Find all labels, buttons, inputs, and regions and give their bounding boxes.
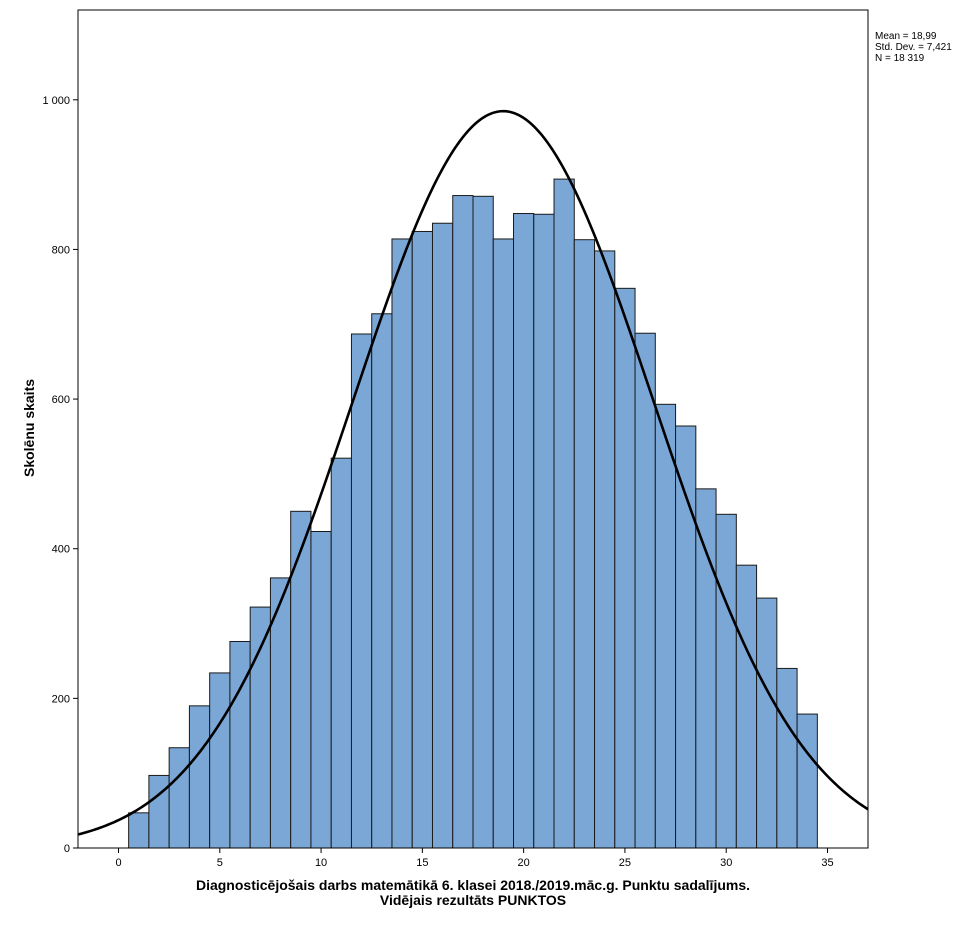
stats-box: Mean = 18,99 Std. Dev. = 7,421 N = 18 31…	[875, 31, 952, 64]
histogram-bar	[411, 230, 433, 849]
histogram-bar	[452, 195, 474, 849]
histogram-bar	[715, 513, 737, 849]
histogram-bar	[472, 195, 494, 849]
histogram-bar	[330, 457, 352, 849]
y-tick-label: 0	[64, 843, 70, 855]
plot-frame	[77, 9, 869, 849]
histogram-bar	[168, 747, 190, 849]
x-axis-title-line1: Diagnosticējošais darbs matemātikā 6. kl…	[196, 877, 750, 893]
histogram-bar	[675, 425, 697, 849]
histogram-bar	[391, 238, 413, 849]
histogram-bar	[209, 672, 231, 849]
x-tick-label: 0	[115, 857, 121, 869]
histogram-bar	[634, 332, 656, 849]
x-tick-label: 35	[821, 857, 833, 869]
x-tick-label: 15	[416, 857, 428, 869]
x-tick-label: 10	[315, 857, 327, 869]
x-tick-label: 20	[518, 857, 530, 869]
stats-mean: Mean = 18,99	[875, 31, 937, 42]
histogram-bar	[371, 313, 393, 849]
x-axis: 0 5 10 15 20 25 30 35	[115, 848, 834, 869]
y-tick-label: 1 000	[42, 95, 70, 107]
y-axis-title: Skolēnu skaits	[21, 379, 37, 477]
histogram-bar	[695, 488, 717, 849]
histogram-bar	[431, 222, 454, 849]
histogram-bar	[533, 213, 555, 849]
histogram-bar	[735, 564, 758, 849]
x-axis-title-line2: Vidējais rezultāts PUNKTOS	[380, 892, 566, 908]
x-tick-label: 30	[720, 857, 732, 869]
y-tick-label: 400	[52, 544, 70, 556]
histogram-bar	[594, 250, 616, 849]
histogram-bar	[513, 213, 535, 849]
y-tick-label: 600	[52, 394, 70, 406]
normal-curve	[77, 109, 869, 836]
y-tick-label: 200	[52, 693, 70, 705]
x-tick-label: 5	[217, 857, 223, 869]
histogram-bar	[756, 597, 778, 849]
histogram-bar	[310, 531, 332, 849]
histogram-bar	[350, 333, 373, 849]
histogram-bar	[796, 713, 818, 849]
y-axis: 0 200 400 600 800 1 000	[42, 95, 78, 855]
x-tick-label: 25	[619, 857, 631, 869]
y-tick-label: 800	[52, 244, 70, 256]
histogram-bar	[573, 239, 596, 849]
histogram-bars	[128, 178, 818, 849]
histogram-bar	[148, 774, 170, 849]
histogram-bar	[249, 606, 271, 849]
histogram-bar	[776, 667, 798, 849]
histogram-bar	[614, 287, 636, 849]
histogram-bar	[654, 403, 677, 849]
histogram-bar	[188, 705, 211, 849]
histogram-bar	[553, 178, 575, 849]
histogram-bar	[128, 812, 150, 849]
histogram-bar	[492, 238, 515, 849]
stats-std-dev: Std. Dev. = 7,421	[875, 42, 952, 53]
stats-n: N = 18 319	[875, 53, 925, 64]
histogram-bar	[290, 510, 312, 849]
